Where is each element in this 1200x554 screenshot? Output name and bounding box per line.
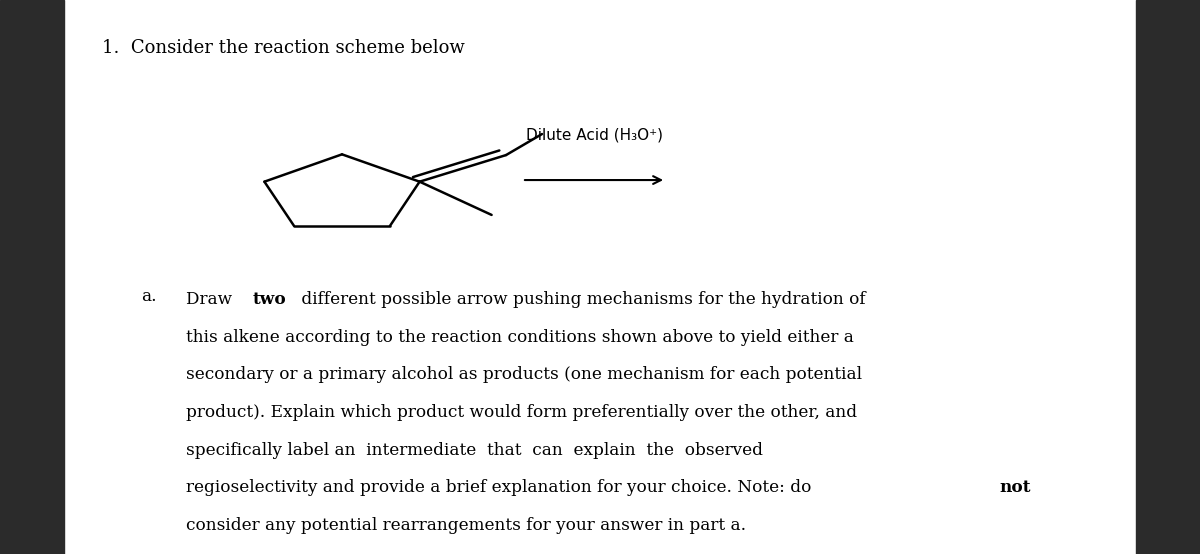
Text: secondary or a primary alcohol as products (one mechanism for each potential: secondary or a primary alcohol as produc…	[186, 366, 862, 383]
Text: two: two	[252, 291, 287, 308]
Text: 1.  Consider the reaction scheme below: 1. Consider the reaction scheme below	[102, 39, 464, 57]
Text: Draw: Draw	[186, 291, 238, 308]
Text: a.: a.	[142, 288, 157, 305]
Text: different possible arrow pushing mechanisms for the hydration of: different possible arrow pushing mechani…	[296, 291, 865, 308]
Text: regioselectivity and provide a brief explanation for your choice. Note: do: regioselectivity and provide a brief exp…	[186, 479, 817, 496]
Text: consider any potential rearrangements for your answer in part a.: consider any potential rearrangements fo…	[186, 517, 746, 534]
Text: Dilute Acid (H₃O⁺): Dilute Acid (H₃O⁺)	[526, 127, 662, 142]
Text: this alkene according to the reaction conditions shown above to yield either a: this alkene according to the reaction co…	[186, 329, 854, 346]
Text: not: not	[1000, 479, 1031, 496]
Text: specifically label an  intermediate  that  can  explain  the  observed: specifically label an intermediate that …	[186, 442, 763, 459]
Text: product). Explain which product would form preferentially over the other, and: product). Explain which product would fo…	[186, 404, 857, 421]
